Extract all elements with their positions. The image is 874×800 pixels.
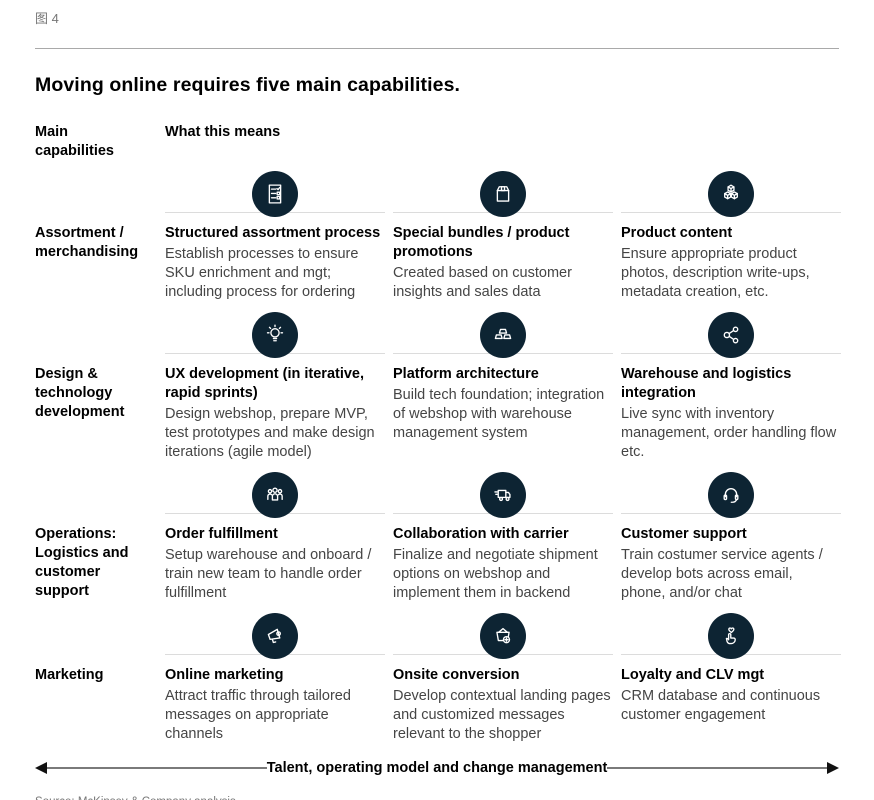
card-description: Develop contextual landing pages and cus…: [393, 688, 611, 742]
team-people-icon: [252, 472, 298, 518]
card-ux-development: UX development (in iterative, rapid spri…: [165, 308, 385, 462]
arrow-label: Talent, operating model and change manag…: [266, 760, 608, 776]
card-description: Created based on customer insights and s…: [393, 265, 572, 300]
card-description: Build tech foundation; integration of we…: [393, 387, 605, 441]
row-label-design-tech: Design & technology development: [35, 366, 125, 420]
page-title: Moving online requires five main capabil…: [35, 74, 461, 96]
capability-row-marketing: Marketing Online marketing Attract traff…: [35, 609, 841, 744]
row-label-marketing: Marketing: [35, 667, 104, 683]
card-description: Establish processes to ensure SKU enrich…: [165, 246, 359, 300]
header-main-capabilities: Main capabilities: [35, 124, 114, 159]
card-description: Live sync with inventory management, ord…: [621, 406, 837, 460]
capability-row-assortment: Assortment / merchandising Structured as…: [35, 167, 841, 302]
package-box-icon: [480, 171, 526, 217]
figure-number: 图 4: [35, 11, 59, 26]
card-collaboration-carrier: Collaboration with carrier Finalize and …: [393, 468, 613, 603]
header-what-this-means: What this means: [165, 124, 281, 140]
card-loyalty-clv: Loyalty and CLV mgt CRM database and con…: [621, 609, 841, 744]
arrow-left-icon: [35, 762, 47, 774]
card-title: Product content: [621, 225, 733, 241]
platform-layers-icon: [480, 312, 526, 358]
network-share-icon: [708, 312, 754, 358]
card-title: Collaboration with carrier: [393, 526, 569, 542]
card-description: Train costumer service agents / develop …: [621, 547, 823, 601]
card-title: Online marketing: [165, 667, 284, 683]
card-title: Loyalty and CLV mgt: [621, 667, 765, 683]
card-title: Onsite conversion: [393, 667, 520, 683]
arrow-line: [607, 767, 828, 769]
arrow-line: [47, 767, 267, 769]
card-order-fulfillment: Order fulfillment Setup warehouse and on…: [165, 468, 385, 603]
card-description: Setup warehouse and onboard / train new …: [165, 547, 372, 601]
card-title: Special bundles / product promotions: [393, 225, 570, 260]
card-title: Order fulfillment: [165, 526, 278, 542]
lightbulb-icon: [252, 312, 298, 358]
card-title: Platform architecture: [393, 366, 539, 382]
row-label-operations: Operations: Logistics and customer suppo…: [35, 526, 129, 599]
capability-row-operations: Operations: Logistics and customer suppo…: [35, 468, 841, 603]
card-special-bundles: Special bundles / product promotions Cre…: [393, 167, 613, 302]
card-structured-assortment: Structured assortment process Establish …: [165, 167, 385, 302]
card-description: Ensure appropriate product photos, descr…: [621, 246, 810, 300]
product-cubes-icon: [708, 171, 754, 217]
capability-row-design-tech: Design & technology development UX devel…: [35, 308, 841, 462]
arrow-right-icon: [827, 762, 840, 774]
source-note: Source: McKinsey & Company analysis: [35, 796, 839, 800]
assortment-checklist-icon: [252, 171, 298, 217]
card-onsite-conversion: Onsite conversion Develop contextual lan…: [393, 609, 613, 744]
headset-icon: [708, 472, 754, 518]
card-title: Warehouse and logistics integration: [621, 366, 792, 401]
card-title: Customer support: [621, 526, 747, 542]
delivery-truck-icon: [480, 472, 526, 518]
card-description: CRM database and continuous customer eng…: [621, 688, 821, 723]
top-divider: [35, 48, 839, 49]
card-description: Finalize and negotiate shipment options …: [393, 547, 598, 601]
row-label-assortment: Assortment / merchandising: [35, 225, 139, 260]
card-title: UX development (in iterative, rapid spri…: [165, 366, 365, 401]
column-headers: Main capabilities What this means: [35, 123, 839, 161]
card-customer-support: Customer support Train costumer service …: [621, 468, 841, 603]
talent-arrow: Talent, operating model and change manag…: [35, 760, 840, 776]
card-product-content: Product content Ensure appropriate produ…: [621, 167, 841, 302]
card-title: Structured assortment process: [165, 225, 381, 241]
card-warehouse-logistics: Warehouse and logistics integration Live…: [621, 308, 841, 462]
megaphone-icon: [252, 613, 298, 659]
card-description: Attract traffic through tailored message…: [165, 688, 351, 742]
card-platform-architecture: Platform architecture Build tech foundat…: [393, 308, 613, 462]
basket-add-icon: [480, 613, 526, 659]
hand-click-heart-icon: [708, 613, 754, 659]
card-online-marketing: Online marketing Attract traffic through…: [165, 609, 385, 744]
card-description: Design webshop, prepare MVP, test protot…: [165, 406, 375, 460]
